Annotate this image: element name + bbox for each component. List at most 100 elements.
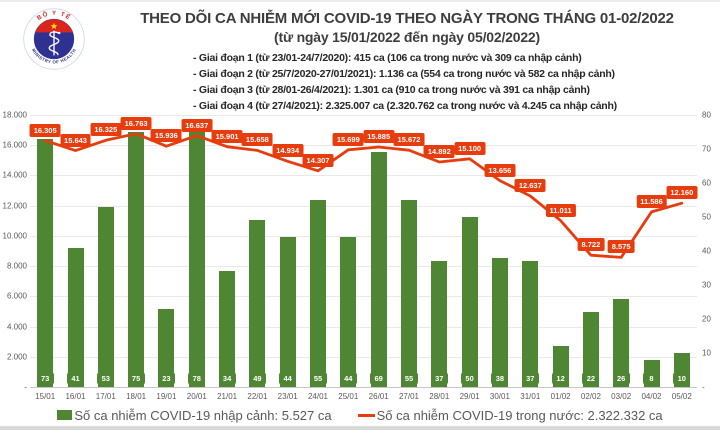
bar-imported-cases [219, 271, 236, 387]
bar-imported-cases [310, 200, 326, 387]
bar-value-label: 44 [339, 372, 357, 385]
x-axis-tick: 18/01 [126, 392, 147, 401]
x-axis-tick: 27/01 [398, 392, 420, 401]
x-axis-tick: 23/01 [277, 392, 298, 401]
y-axis-tick-left: 18.000 [2, 110, 27, 120]
gridline [30, 266, 697, 268]
gridline [30, 115, 697, 116]
y-axis-tick-left: 16.000 [2, 140, 27, 150]
x-axis-tick: 20/01 [186, 392, 207, 401]
bar-imported-cases [370, 152, 387, 387]
bar-imported-cases [491, 257, 508, 387]
bar-value-label: 53 [97, 372, 115, 385]
gridline [30, 235, 697, 237]
bar-value-label: 41 [67, 372, 84, 385]
y-axis-tick-left: 14.000 [2, 170, 27, 180]
line-point-label: 13.656 [484, 163, 516, 177]
bottom-edge-strip [0, 426, 720, 430]
bar-value-label: 26 [612, 372, 630, 385]
x-axis-tick: 15/01 [35, 392, 56, 401]
bar-value-label: 69 [370, 372, 388, 385]
bar-imported-cases [97, 206, 114, 387]
bar-value-label: 37 [521, 372, 539, 385]
bar-value-label: 49 [248, 372, 266, 385]
line-point-label: 16.325 [90, 123, 122, 137]
x-axis-tick: 03/02 [611, 392, 632, 401]
bar-imported-cases [249, 220, 266, 387]
x-axis-tick: 17/01 [95, 392, 116, 401]
bar-imported-cases [279, 237, 296, 387]
line-point-label: 15.100 [454, 141, 486, 155]
y-axis-tick-right: 50 [702, 212, 711, 222]
phase-note: - Giai đoạn 1 (từ 23/01-24/7/2020): 415 … [193, 52, 582, 64]
y-axis-tick-left: 8.000 [6, 261, 27, 271]
line-point-label: 11.011 [545, 203, 576, 217]
bar-imported-cases [37, 138, 54, 387]
y-axis-tick-left: 6.000 [6, 291, 27, 301]
bar-value-label: 75 [127, 372, 145, 385]
bar-imported-cases [340, 237, 357, 387]
line-point-label: 16.637 [181, 118, 213, 132]
bar-value-label: 78 [188, 372, 206, 385]
bar-value-label: 50 [461, 372, 479, 385]
legend-imported-swatch-icon [57, 410, 73, 420]
moh-logo-icon: BỘ Y TẾ MINISTRY OF HEALTH [23, 8, 85, 70]
line-point-label: 8.722 [577, 238, 605, 252]
line-point-label: 15.658 [241, 133, 273, 147]
line-point-label: 15.901 [211, 129, 243, 143]
y-axis-tick-left: - [24, 382, 27, 392]
x-axis-tick: 31/01 [520, 392, 541, 401]
bar-imported-cases [582, 312, 599, 387]
y-axis-tick-left: 10.000 [2, 231, 27, 241]
bar-value-label: 38 [491, 372, 509, 385]
line-point-label: 14.307 [302, 153, 334, 167]
bar-value-label: 12 [552, 372, 570, 385]
y-axis-tick-right: 80 [702, 110, 711, 120]
x-axis-line [30, 387, 697, 388]
x-axis-tick: 19/01 [156, 392, 177, 401]
y-axis-tick-right: 30 [702, 280, 711, 290]
line-point-label: 14.892 [423, 145, 455, 158]
chart-title: THEO DÕI CA NHIỄM MỚI COVID-19 THEO NGÀY… [140, 10, 674, 27]
line-point-label: 16.305 [29, 123, 61, 137]
gridline [30, 326, 697, 328]
phase-note: - Giai đoạn 2 (từ 25/7/2020-27/01/2021):… [193, 68, 615, 80]
bar-value-label: 73 [36, 372, 54, 385]
top-edge-strip [0, 0, 720, 2]
y-axis-tick-right: 20 [702, 314, 711, 324]
bar-imported-cases [401, 200, 417, 387]
y-axis-tick-right: 40 [702, 246, 711, 256]
y-axis-tick-right: 70 [702, 144, 711, 154]
legend-imported-label: Số ca nhiễm COVID-19 nhập cảnh: 5.527 ca [74, 407, 332, 423]
bar-value-label: 23 [157, 372, 175, 385]
ministry-of-health-logo: BỘ Y TẾ MINISTRY OF HEALTH [20, 4, 88, 74]
gridline [30, 175, 697, 177]
bar-imported-cases [67, 247, 84, 387]
x-axis-tick: 21/01 [217, 392, 238, 401]
x-axis-tick: 30/01 [489, 392, 510, 401]
gridline [30, 356, 697, 358]
legend-domestic-line-icon [357, 413, 375, 417]
line-point-label: 11.586 [636, 194, 667, 208]
chart-legend: Số ca nhiễm COVID-19 nhập cảnh: 5.527 ca… [0, 405, 720, 425]
line-point-label: 12.637 [514, 179, 546, 192]
bar-value-label: 55 [309, 372, 327, 385]
phase-summary-notes: - Giai đoạn 1 (từ 23/01-24/7/2020): 415 … [193, 50, 617, 114]
phase-note: - Giai đoạn 3 (từ 28/01-26/4/2021): 1.30… [193, 84, 590, 96]
y-axis-tick-right: 60 [702, 178, 711, 188]
line-point-label: 14.934 [272, 144, 304, 158]
x-axis-tick: 01/02 [550, 392, 571, 401]
logo-staff-snake-icon [48, 30, 61, 56]
line-point-label: 15.672 [393, 133, 425, 147]
chart-subtitle: (từ ngày 15/01/2022 đến ngày 05/02/2022) [274, 29, 540, 45]
y-axis-tick-left: 12.000 [2, 201, 27, 211]
legend-domestic-label: Số ca nhiễm COVID-19 trong nước: 2.322.3… [376, 407, 663, 423]
x-axis-tick: 04/02 [641, 392, 662, 401]
gridline [30, 205, 697, 207]
x-axis-tick: 02/02 [580, 392, 601, 401]
bar-value-label: 10 [673, 372, 691, 385]
bar-value-label: 34 [218, 372, 236, 385]
bar-value-label: 37 [430, 372, 448, 385]
